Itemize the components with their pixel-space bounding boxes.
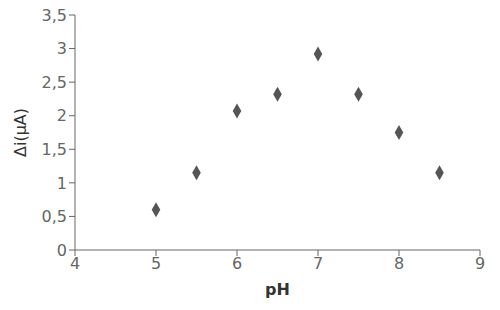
svg-text:8: 8 <box>394 254 404 273</box>
svg-text:5: 5 <box>151 254 161 273</box>
svg-text:3: 3 <box>57 39 67 58</box>
svg-text:0,5: 0,5 <box>42 207 67 226</box>
svg-text:pH: pH <box>265 280 290 299</box>
svg-text:1,5: 1,5 <box>42 140 67 159</box>
svg-text:4: 4 <box>70 254 80 273</box>
svg-text:3,5: 3,5 <box>42 6 67 25</box>
svg-text:6: 6 <box>232 254 242 273</box>
svg-text:0: 0 <box>57 241 67 260</box>
svg-text:2: 2 <box>57 106 67 125</box>
svg-text:9: 9 <box>475 254 485 273</box>
svg-text:7: 7 <box>313 254 323 273</box>
svg-text:Δi(μA): Δi(μA) <box>11 108 30 157</box>
svg-text:2,5: 2,5 <box>42 73 67 92</box>
svg-text:1: 1 <box>57 174 67 193</box>
